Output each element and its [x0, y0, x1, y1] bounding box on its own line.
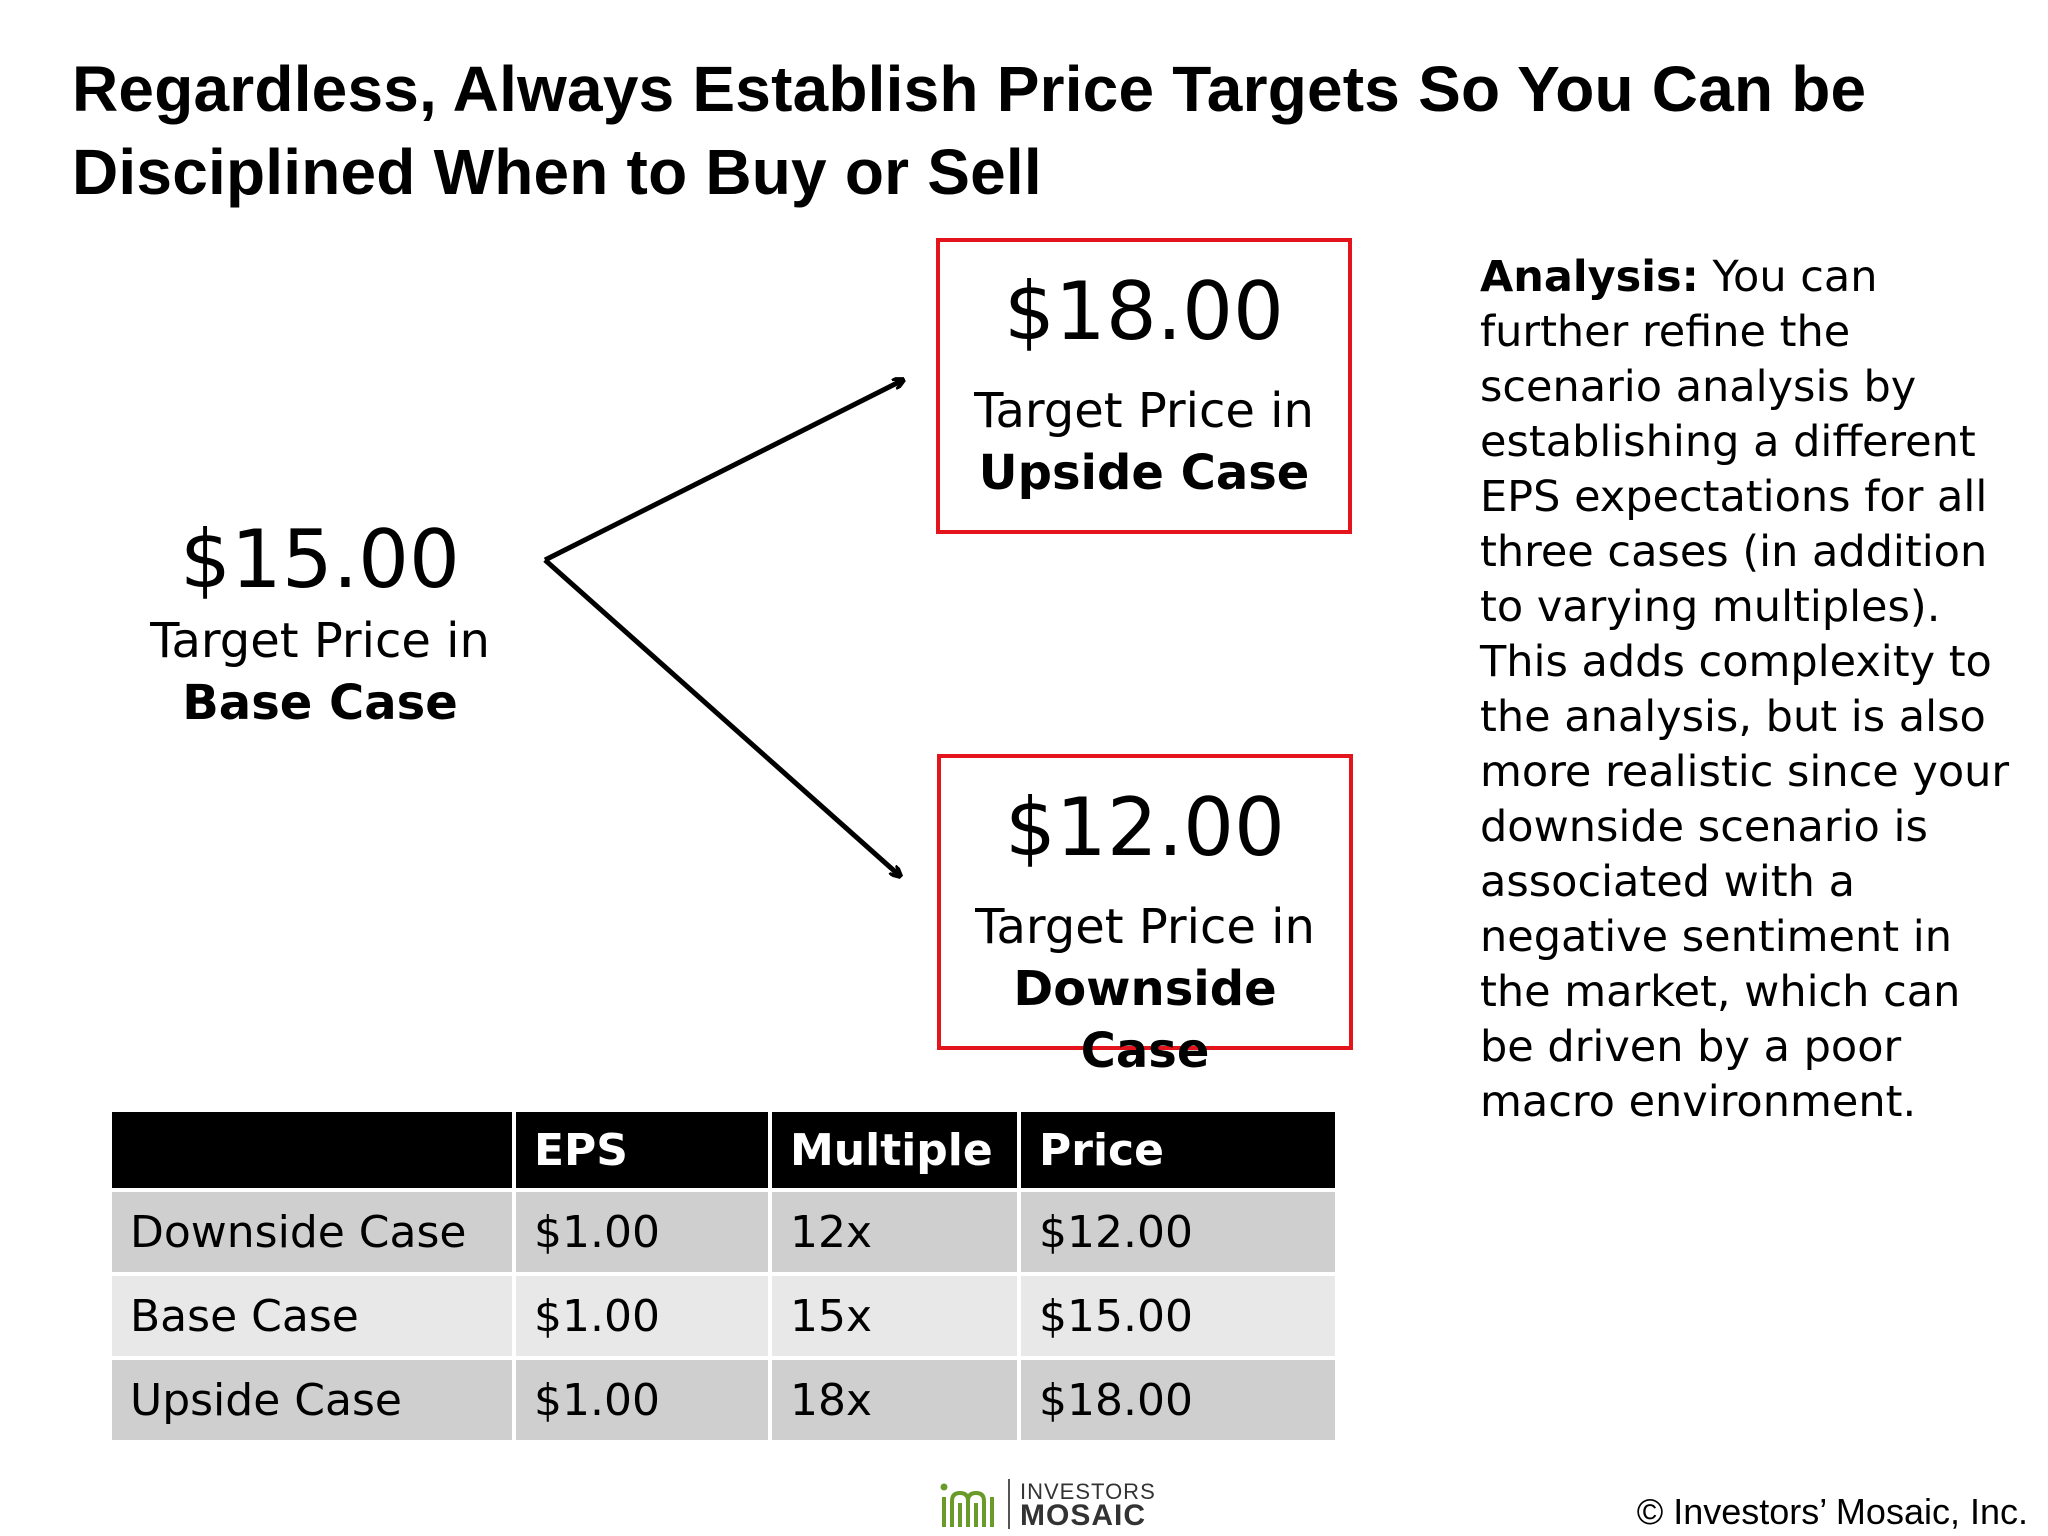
base-case-target: $15.00 Target Price in Base Case: [130, 510, 510, 734]
arrow-to-downside: [543, 558, 900, 876]
table-cell-multiple: 18x: [772, 1360, 1017, 1440]
table-cell-price: $15.00: [1021, 1276, 1335, 1356]
mosaic-logo-icon: [940, 1483, 994, 1527]
analysis-body: You can further refine the scenario anal…: [1480, 252, 2010, 1127]
logo-divider: [1008, 1479, 1010, 1529]
downside-case-label: Target Price in: [975, 899, 1315, 955]
scenario-table: EPS Multiple Price Downside Case $1.00 1…: [108, 1108, 1339, 1444]
upside-case-price: $18.00: [1004, 265, 1284, 358]
logo-wordmark: INVESTORS MOSAIC: [1020, 1479, 1156, 1532]
table-cell-eps: $1.00: [516, 1276, 768, 1356]
table-cell-case: Upside Case: [112, 1360, 512, 1440]
upside-case-name: Upside Case: [978, 445, 1310, 501]
arrow-to-upside: [543, 380, 903, 563]
table-cell-eps: $1.00: [516, 1192, 768, 1272]
analysis-heading: Analysis:: [1480, 252, 1699, 302]
table-row: Upside Case $1.00 18x $18.00: [112, 1360, 1335, 1440]
upside-case-box: $18.00 Target Price in Upside Case: [936, 238, 1352, 534]
slide-title: Regardless, Always Establish Price Targe…: [72, 53, 1867, 208]
downside-case-name: Downside Case: [1013, 961, 1277, 1079]
copyright-notice: © Investors’ Mosaic, Inc.: [1636, 1491, 2028, 1532]
base-case-name: Base Case: [182, 675, 458, 731]
analysis-text: Analysis: You can further refine the sce…: [1480, 250, 2020, 1130]
table-cell-price: $18.00: [1021, 1360, 1335, 1440]
logo-line1: INVESTORS: [1020, 1479, 1156, 1504]
upside-case-label: Target Price in: [974, 383, 1314, 439]
downside-case-price: $12.00: [1005, 781, 1285, 874]
downside-case-box: $12.00 Target Price in Downside Case: [937, 754, 1353, 1079]
table-cell-case: Base Case: [112, 1276, 512, 1356]
table-header-row: EPS Multiple Price: [112, 1112, 1335, 1188]
table-cell-multiple: 15x: [772, 1276, 1017, 1356]
table-header-price: Price: [1021, 1112, 1335, 1188]
table-cell-eps: $1.00: [516, 1360, 768, 1440]
table-header-case: [112, 1112, 512, 1188]
investors-mosaic-logo: INVESTORS MOSAIC: [940, 1476, 1156, 1532]
table-header-multiple: Multiple: [772, 1112, 1017, 1188]
table-cell-case: Downside Case: [112, 1192, 512, 1272]
table-cell-price: $12.00: [1021, 1192, 1335, 1272]
table-row: Downside Case $1.00 12x $12.00: [112, 1192, 1335, 1272]
table-cell-multiple: 12x: [772, 1192, 1017, 1272]
base-case-label: Target Price in: [150, 613, 490, 669]
table-header-eps: EPS: [516, 1112, 768, 1188]
base-case-price: $15.00: [180, 513, 460, 606]
logo-line2: MOSAIC: [1020, 1499, 1146, 1532]
table-row: Base Case $1.00 15x $15.00: [112, 1276, 1335, 1356]
